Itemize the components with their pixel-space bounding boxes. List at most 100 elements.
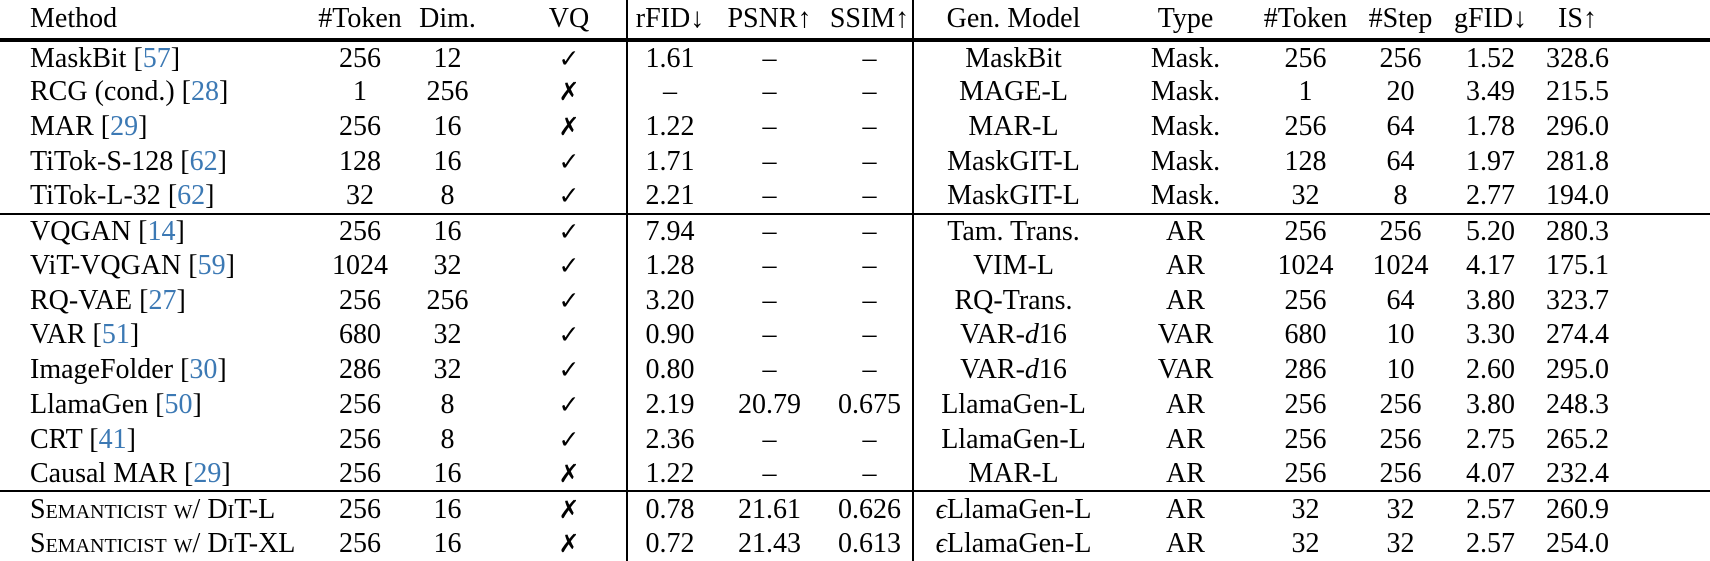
check-icon: ✓ [558,43,580,73]
text: 280.3 [1546,215,1609,247]
text: – [762,215,777,247]
text: 8 [440,388,455,420]
cell-ntoken2: 1024 [1258,248,1353,283]
cell-type: Mask. [1113,144,1258,179]
cell-vq: ✓ [490,318,627,353]
text: 175.1 [1546,249,1609,281]
text: 256 [1379,423,1422,455]
cell-rfid: 0.78 [626,490,712,527]
cell-ssim: – [827,248,913,283]
text: LlamaGen-L [941,388,1086,420]
text: – [862,42,877,74]
method-name: RQ-VAE [30,284,133,316]
citation-link[interactable]: 29 [193,457,222,489]
cell-dim: 16 [405,144,490,179]
cell-ntoken: 256 [315,526,405,561]
cell-is: 296.0 [1533,109,1710,144]
method-name: CRT [30,423,83,455]
cell-ntoken2: 1 [1258,75,1353,110]
cell-gfid: 4.07 [1448,457,1533,492]
cell-genmodel: ϵLlamaGen-L [912,490,1113,527]
text: – [862,111,877,143]
citation-link[interactable]: 50 [164,388,193,420]
cell-vq: ✓ [490,144,627,179]
column-header-vq: VQ [490,0,627,42]
citation-link[interactable]: 30 [189,354,218,386]
text: – [862,215,877,247]
cell-ntoken: 256 [315,212,405,249]
check-icon: ✓ [558,320,580,350]
text: 0.90 [645,319,695,351]
cell-vq: ✓ [490,179,627,214]
method-name: RCG (cond.) [30,76,175,108]
cell-ssim: – [827,352,913,387]
table-row: CRT [41] 256 8 ✓ 2.36 – – LlamaGen-L AR 256 256 2.7… [0,421,1710,457]
citation-link[interactable]: 41 [98,423,127,455]
cell-ntoken: 128 [315,144,405,179]
cell-rfid: 1.71 [626,144,712,179]
cell-nstep: 256 [1353,422,1448,457]
text: 1024 [1372,249,1429,281]
text: 2.36 [645,423,695,455]
text: – [762,42,777,74]
text: 256 [1284,388,1327,420]
method-name: VQGAN [30,215,132,247]
cell-vq: ✗ [490,109,627,144]
cell-vq: ✓ [490,352,627,387]
citation-link[interactable]: 62 [177,180,206,212]
citation-link[interactable]: 29 [110,111,139,143]
citation-link[interactable]: 62 [189,145,218,177]
cell-gfid: 1.97 [1448,144,1533,179]
text: 16 [433,111,462,143]
citation-link[interactable]: 14 [147,215,176,247]
citation-link[interactable]: 28 [190,76,219,108]
text: – [862,249,877,281]
cell-genmodel: VIM-L [912,248,1113,284]
text: 256 [339,423,381,455]
text: 32 [1291,180,1320,212]
cell-ssim: – [827,40,913,75]
citation-link[interactable]: 59 [197,249,226,281]
cell-ntoken: 256 [315,490,405,527]
text: VAR- [960,354,1025,386]
column-header-type: Type [1113,0,1258,42]
cell-nstep: 256 [1353,212,1448,249]
citation-link[interactable]: 57 [142,42,171,74]
cell-ntoken2: 32 [1258,490,1353,527]
text: 128 [1284,145,1327,177]
method-name: Causal MAR [30,457,177,489]
table-header: Method #Token Dim. VQ rFID↓ PSNR↑ SSIM↑ Gen. Mo… [0,0,1710,42]
cell-psnr: – [712,457,827,492]
cell-ntoken2: 256 [1258,457,1353,492]
cell-genmodel: LlamaGen-L [912,421,1113,457]
cell-ntoken: 256 [315,422,405,457]
header-row: Method #Token Dim. VQ rFID↓ PSNR↑ SSIM↑ Gen. Mo… [0,0,1710,42]
text: 256 [426,284,469,316]
cell-ntoken: 680 [315,318,405,353]
cell-is: 254.0 [1533,526,1710,561]
text: 1024 [1277,249,1334,281]
cell-genmodel: MAR-L [912,456,1113,492]
cell-method: Semanticist w/ DiT-L [0,490,315,527]
text: MaskGIT-L [947,180,1080,212]
cell-rfid: 3.20 [626,283,712,318]
check-icon: ✓ [558,216,580,246]
cell-type: AR [1113,422,1258,457]
text: 256 [1284,215,1327,247]
cell-ntoken: 256 [315,387,405,422]
cell-gfid: 4.17 [1448,248,1533,283]
citation-link[interactable]: 27 [148,284,177,316]
cell-ntoken2: 128 [1258,144,1353,179]
text: 0.613 [838,527,901,559]
text: 4.17 [1466,249,1515,281]
text: 16 [433,145,462,177]
text: 21.61 [738,493,801,525]
cell-dim: 16 [405,212,490,249]
text: LlamaGen-L [941,423,1086,455]
cross-icon: ✗ [558,528,580,558]
citation-link[interactable]: 51 [101,319,130,351]
table-row: MAR [29] 256 16 ✗ 1.22 – – MAR-L Mask. 256 64 1.78 2… [0,109,1710,145]
text: 281.8 [1546,145,1609,177]
cell-gfid: 2.75 [1448,422,1533,457]
text: 1.28 [645,249,695,281]
